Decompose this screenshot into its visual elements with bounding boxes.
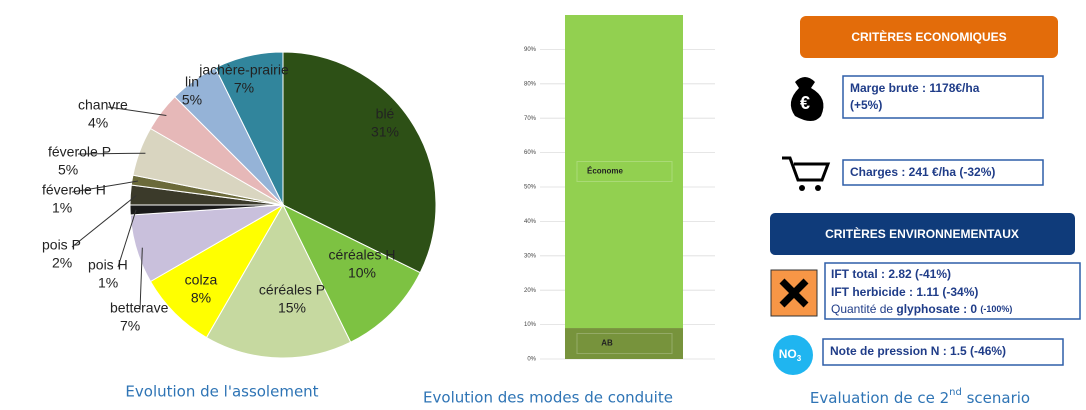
glyphosate-part: Quantité de	[831, 302, 896, 316]
ift-box	[824, 262, 1081, 320]
charges-text: Charges : 241 €/ha (-32%)	[850, 165, 995, 179]
leader-line	[71, 194, 137, 248]
env-header-bg	[770, 213, 1075, 255]
money-bag-icon	[790, 77, 824, 121]
no3-icon	[773, 335, 813, 375]
economic-header: CRITÈRES ECONOMIQUES	[851, 29, 1006, 44]
env-header: CRITÈRES ENVIRONNEMENTAUX	[825, 226, 1019, 241]
marge-text: (+5%)	[850, 98, 882, 112]
leader-line	[71, 180, 139, 193]
pie-slice	[214, 51, 284, 206]
y-tick-label: 0%	[527, 357, 536, 363]
glyphosate: Quantité de glyphosate : 0 (-100%)	[831, 302, 1012, 316]
slice-value: 5%	[182, 92, 202, 108]
slice-label: pois P	[42, 237, 81, 253]
pression-box	[822, 338, 1064, 366]
slice-value: 5%	[58, 162, 78, 178]
bar-caption: Evolution des modes de conduite	[423, 389, 673, 407]
slice-value: 2%	[52, 255, 72, 271]
slice-value: 7%	[120, 318, 140, 334]
slice-label: blé	[376, 106, 395, 122]
cart-icon	[782, 156, 831, 182]
euro-icon: €	[800, 93, 810, 113]
y-tick-label: 50%	[524, 185, 537, 191]
glyphosate-part: glyphosate	[896, 302, 960, 316]
slice-label: lin	[185, 74, 199, 90]
glyphosate-part: (-100%)	[980, 304, 1012, 314]
slice-label: pois H	[88, 257, 128, 273]
y-tick-label: 70%	[524, 116, 537, 122]
no3-part: NO	[779, 347, 797, 361]
slice-value: 31%	[371, 124, 399, 140]
y-tick-label: 30%	[524, 253, 537, 259]
pression-text: Note de pression N : 1.5 (-46%)	[830, 344, 1006, 358]
y-tick-label: 10%	[524, 322, 537, 328]
slice-label: jachère-prairie	[198, 62, 289, 78]
no3-part: 3	[797, 354, 802, 363]
slice-value: 1%	[52, 200, 72, 216]
y-tick-label: 80%	[524, 81, 537, 87]
pie-slice	[282, 51, 437, 274]
leader-line	[117, 209, 137, 268]
charges-box	[842, 159, 1044, 186]
y-tick-label: 20%	[524, 288, 537, 294]
y-tick-label: 90%	[524, 47, 537, 53]
y-tick-label: 40%	[524, 219, 537, 225]
slice-label: céréales H	[329, 247, 396, 263]
leader-line	[77, 152, 146, 155]
pie-slice	[281, 203, 421, 343]
slice-value: 1%	[98, 275, 118, 291]
caption-part: nd	[949, 387, 962, 398]
cart-wheel	[799, 185, 805, 191]
cart-wheel	[815, 185, 821, 191]
slice-label: chanvre	[78, 97, 128, 113]
segment-label-bg	[576, 161, 673, 183]
slice-label: féverole P	[48, 144, 111, 160]
slice-value: 8%	[191, 290, 211, 306]
caption-part: scenario	[962, 389, 1030, 407]
marge-box	[842, 75, 1044, 119]
marge-text: Marge brute : 1178€/ha	[850, 81, 980, 95]
y-tick-label: 60%	[524, 150, 537, 156]
slice-label: betterave	[110, 300, 169, 316]
slice-value: 10%	[348, 265, 376, 281]
pie-caption: Evolution de l'assolement	[125, 383, 318, 401]
panel-caption: Evaluation de ce 2nd scenario	[810, 387, 1030, 407]
slice-value: 4%	[88, 115, 108, 131]
economic-header-bg	[800, 16, 1058, 58]
glyphosate-part: : 0	[960, 302, 981, 316]
hazard-cross	[779, 278, 809, 308]
caption-part: Evaluation de ce 2	[810, 389, 949, 407]
segment-label: AB	[601, 339, 613, 348]
segment-label: Économe	[587, 167, 624, 176]
slice-label: colza	[185, 272, 218, 288]
leader-line	[139, 247, 143, 311]
leader-line	[107, 106, 167, 117]
ift-herbicide: IFT herbicide : 1.11 (-34%)	[831, 285, 978, 299]
no3-text: NO3	[779, 347, 802, 363]
slice-label: féverole H	[42, 182, 106, 198]
ift-total: IFT total : 2.82 (-41%)	[831, 267, 951, 281]
segment-label-bg	[576, 333, 673, 355]
slice-value: 15%	[278, 300, 306, 316]
slice-label: céréales P	[259, 282, 325, 298]
pie-slice	[205, 203, 352, 359]
slice-value: 7%	[234, 80, 254, 96]
